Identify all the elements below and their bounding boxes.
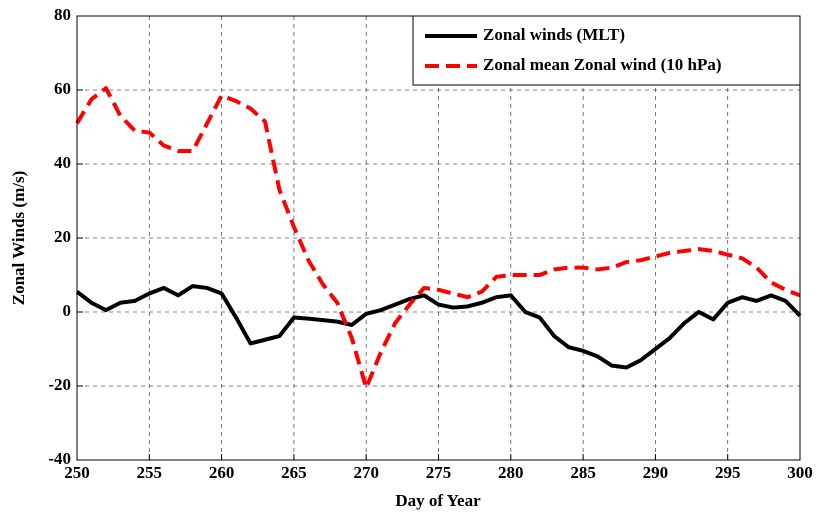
x-tick-label: 260: [209, 463, 235, 482]
legend-box: [412, 15, 801, 86]
legend: Zonal winds (MLT) Zonal mean Zonal wind (…: [412, 15, 801, 86]
x-tick-label: 295: [715, 463, 741, 482]
y-tick-label: 80: [54, 5, 71, 24]
x-tick-label: 280: [498, 463, 524, 482]
y-tick-label: 20: [54, 227, 71, 246]
line-series: [75, 284, 802, 370]
y-tick-label: -20: [48, 375, 71, 394]
y-tick-label: 0: [63, 301, 72, 320]
x-tick-label: 250: [64, 463, 90, 482]
y-tick-label: -40: [48, 449, 71, 468]
legend-label: Zonal winds (MLT): [483, 25, 625, 44]
x-tick-label: 255: [137, 463, 163, 482]
x-tick-label: 270: [353, 463, 379, 482]
y-tick-label: 40: [54, 153, 71, 172]
x-axis-label: Day of Year: [395, 491, 481, 510]
y-tick-label: 60: [54, 79, 71, 98]
x-tick-label: 265: [281, 463, 307, 482]
line-series: [75, 86, 801, 390]
legend-label: Zonal mean Zonal wind (10 hPa): [483, 55, 722, 74]
x-tick-label: 285: [570, 463, 596, 482]
x-tick-label: 290: [643, 463, 669, 482]
x-tick-label: 300: [787, 463, 813, 482]
y-axis-label: Zonal Winds (m/s): [9, 171, 28, 305]
x-tick-label: 275: [426, 463, 452, 482]
